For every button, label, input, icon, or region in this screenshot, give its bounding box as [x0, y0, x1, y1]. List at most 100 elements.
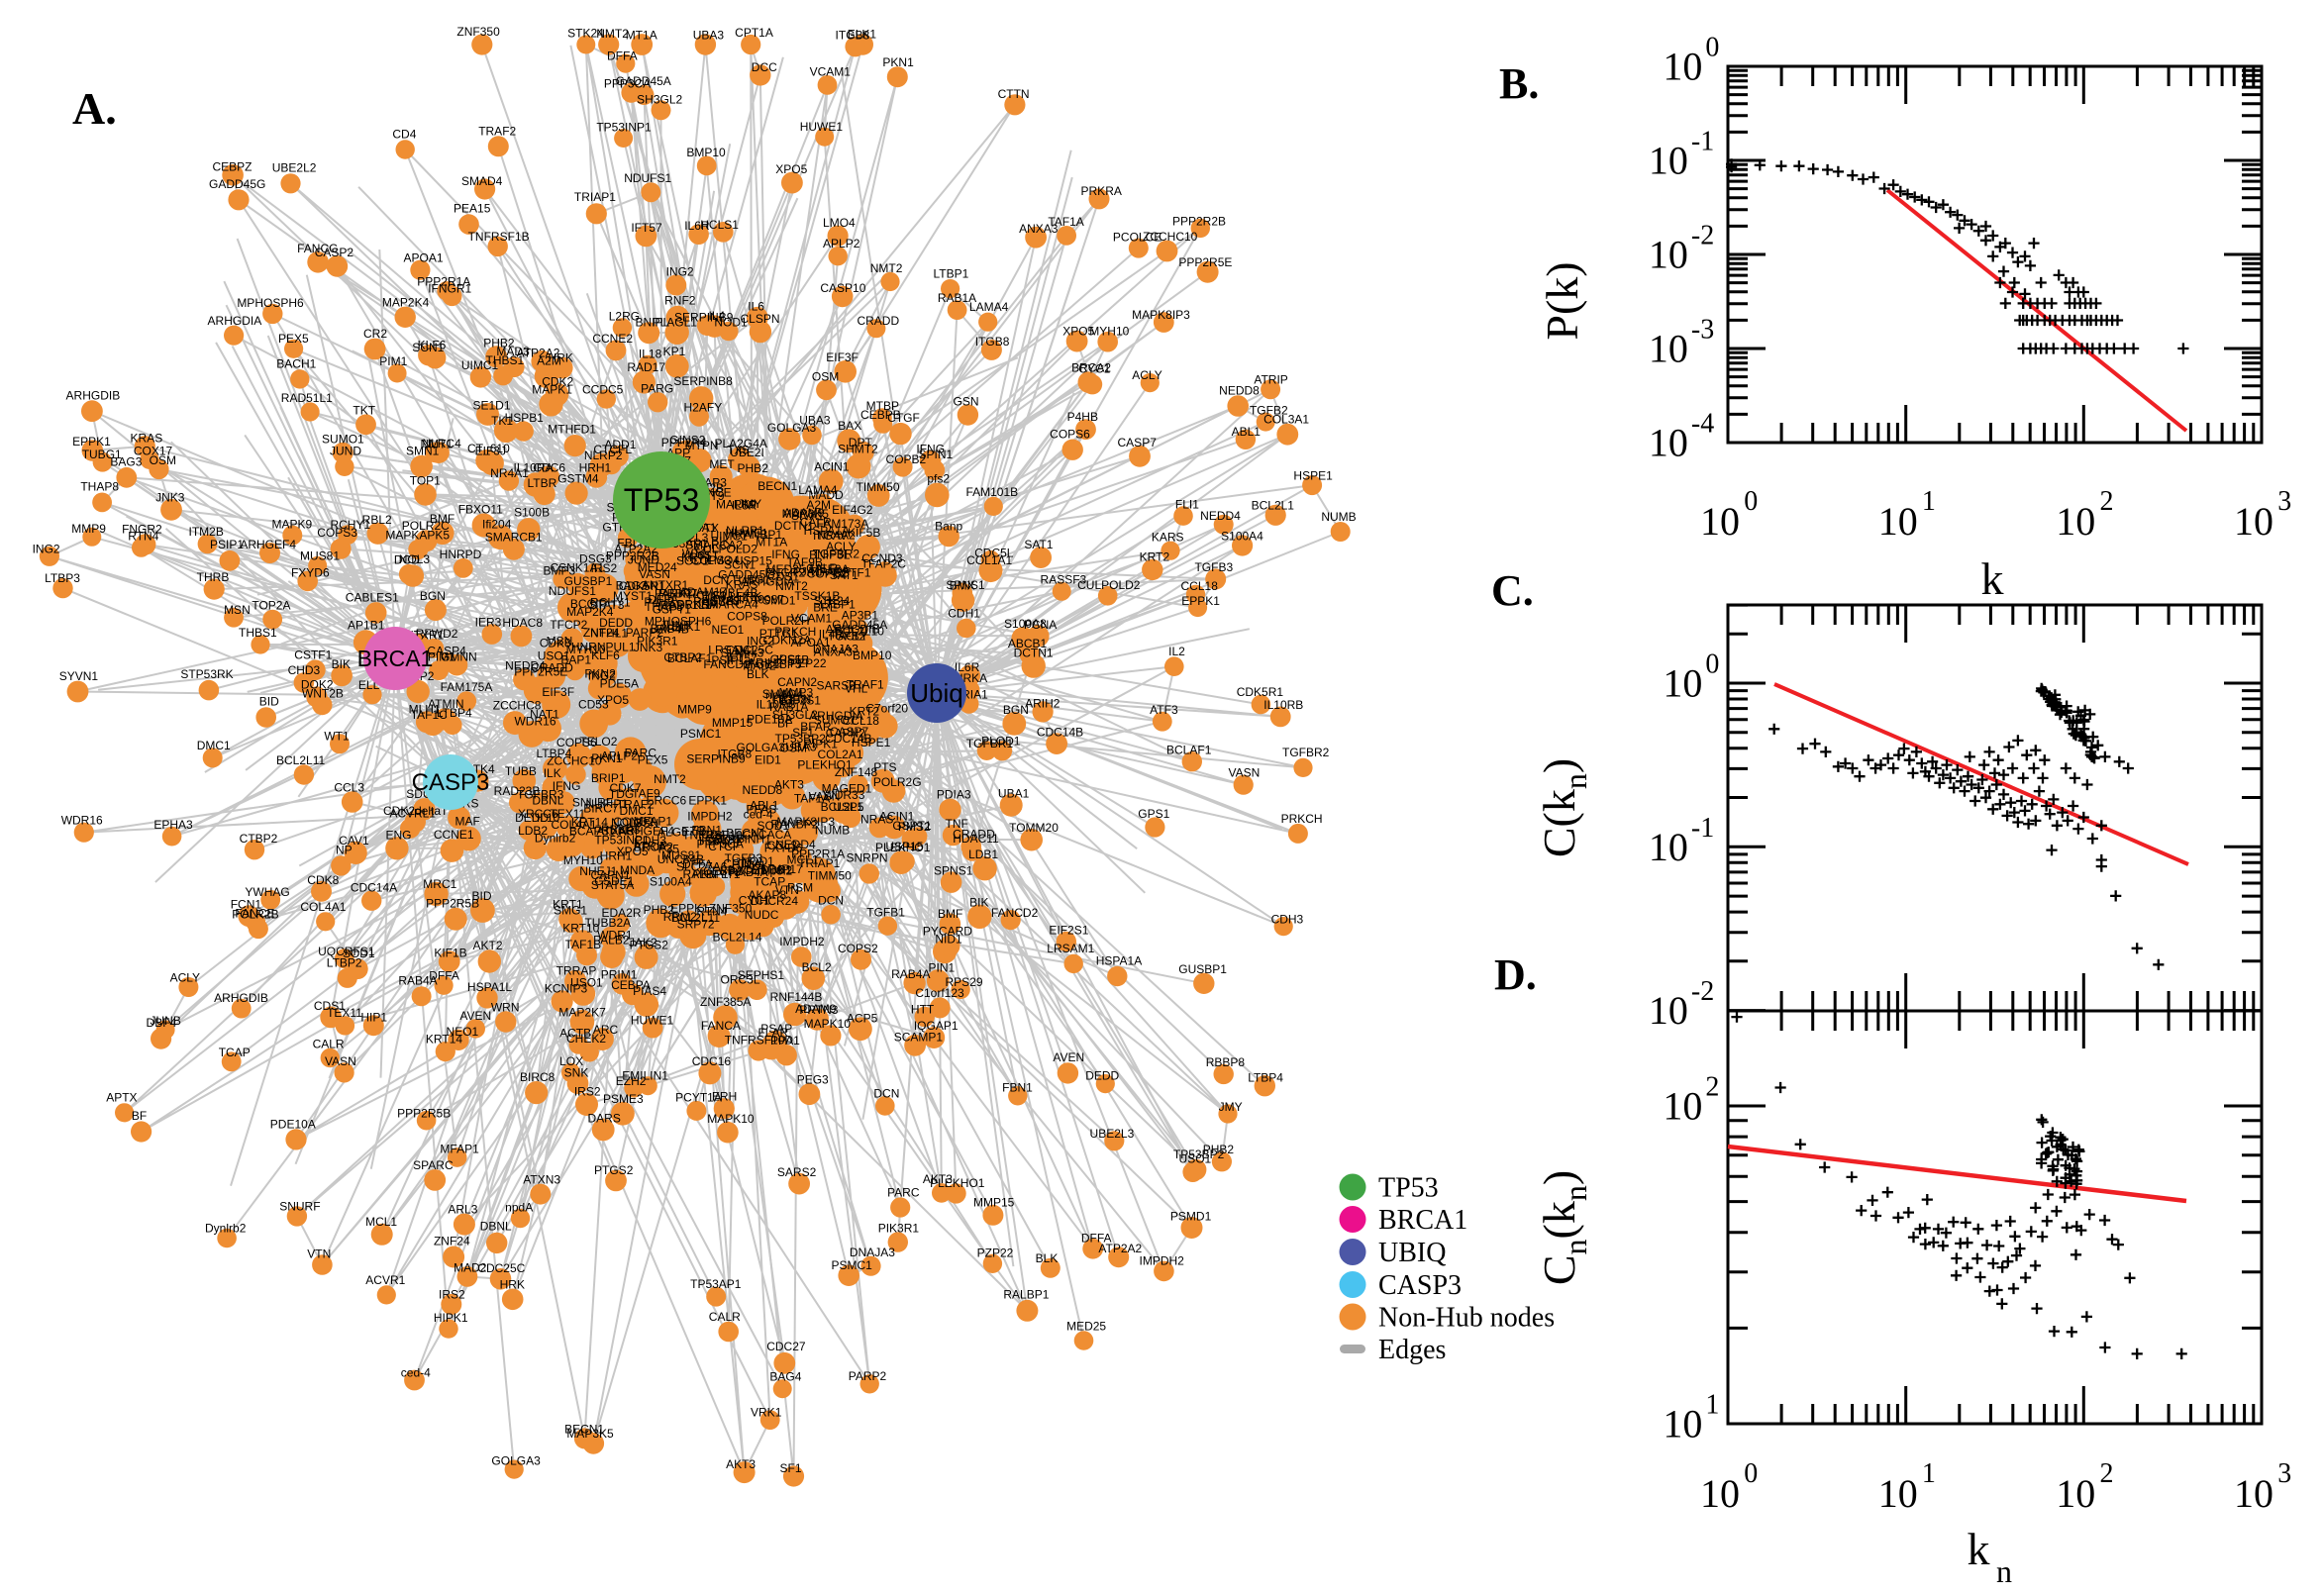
svg-text:MAPK10: MAPK10 [804, 1017, 852, 1031]
svg-text:KRT14: KRT14 [426, 1033, 462, 1047]
svg-text:TUBG1: TUBG1 [82, 448, 122, 461]
svg-text:SE1D1: SE1D1 [472, 398, 510, 412]
svg-text:DEDD: DEDD [515, 811, 549, 825]
svg-text:TGFB2: TGFB2 [1250, 403, 1288, 417]
svg-text:SPARC: SPARC [413, 1158, 454, 1172]
svg-text:IRS2: IRS2 [439, 1287, 465, 1301]
svg-text:MET: MET [709, 457, 735, 471]
svg-text:CDK5R1: CDK5R1 [1237, 685, 1284, 699]
svg-text:KRT1: KRT1 [681, 550, 712, 564]
svg-text:BCAP31: BCAP31 [569, 825, 615, 839]
svg-text:HRH1: HRH1 [579, 461, 612, 475]
svg-text:IFNGR1: IFNGR1 [428, 282, 471, 296]
svg-text:BLK: BLK [1036, 1251, 1059, 1265]
svg-text:COL4A1: COL4A1 [300, 900, 346, 914]
svg-text:NEO1: NEO1 [712, 623, 745, 637]
svg-text:IMPDH2: IMPDH2 [779, 935, 825, 948]
svg-text:CTBP2: CTBP2 [240, 832, 278, 846]
svg-text:SARS2: SARS2 [777, 1165, 817, 1179]
svg-text:PEX5: PEX5 [278, 332, 309, 346]
svg-text:STP53RK: STP53RK [180, 667, 233, 681]
svg-text:AKT3: AKT3 [726, 1457, 756, 1471]
svg-text:NEDD8: NEDD8 [743, 783, 783, 797]
svg-text:A2M: A2M [537, 354, 561, 368]
svg-text:TRIAP1: TRIAP1 [798, 856, 840, 870]
svg-text:pfs2: pfs2 [927, 471, 950, 485]
svg-text:BID: BID [259, 694, 279, 708]
svg-text:RASSF3: RASSF3 [693, 595, 740, 609]
svg-text:TGFB3: TGFB3 [1194, 560, 1233, 574]
svg-text:PEX5: PEX5 [638, 753, 668, 767]
svg-text:MAPK1: MAPK1 [532, 382, 572, 396]
svg-text:HSPE1: HSPE1 [1293, 468, 1333, 482]
svg-text:CASP4: CASP4 [427, 644, 466, 657]
svg-text:CDC16: CDC16 [692, 1054, 732, 1068]
svg-text:ATRIP: ATRIP [634, 840, 667, 853]
svg-text:RAD51L1: RAD51L1 [660, 598, 712, 612]
svg-text:JMY: JMY [1219, 1100, 1243, 1114]
svg-text:UBA1: UBA1 [998, 787, 1030, 801]
svg-text:AKT3: AKT3 [923, 1172, 953, 1186]
svg-text:CASP7: CASP7 [830, 725, 869, 739]
svg-text:CDH1: CDH1 [948, 607, 980, 621]
svg-text:10: 10 [1663, 661, 1702, 706]
svg-text:HIPK1: HIPK1 [434, 1311, 468, 1325]
svg-text:LTBP1: LTBP1 [934, 267, 969, 281]
svg-text:ELK1: ELK1 [848, 27, 877, 41]
svg-text:UBE2L2: UBE2L2 [272, 161, 317, 175]
svg-text:DNAJA3: DNAJA3 [850, 1246, 895, 1259]
svg-text:APLP2: APLP2 [601, 748, 639, 762]
svg-text:VCAM1: VCAM1 [791, 612, 833, 626]
svg-text:COL4A1: COL4A1 [551, 818, 596, 832]
svg-text:COL3A1: COL3A1 [1263, 412, 1309, 426]
svg-text:MAGED1: MAGED1 [822, 782, 872, 796]
svg-text:RCHY1: RCHY1 [590, 596, 631, 610]
svg-text:CCL18: CCL18 [1181, 579, 1219, 593]
svg-text:BACH1: BACH1 [728, 863, 767, 877]
svg-text:TFAP2C: TFAP2C [861, 556, 907, 570]
svg-text:DBF4: DBF4 [147, 1016, 177, 1030]
svg-text:SERPINB9: SERPINB9 [674, 311, 734, 325]
svg-text:SMARCB1: SMARCB1 [485, 530, 543, 544]
svg-text:HUWE1: HUWE1 [631, 1013, 674, 1027]
svg-text:ARHGDIB: ARHGDIB [66, 388, 121, 402]
svg-text:CSNK1A1: CSNK1A1 [550, 560, 604, 574]
svg-text:STAT5A: STAT5A [591, 878, 635, 892]
svg-text:PJA1: PJA1 [793, 565, 822, 579]
svg-text:ZCCHC10: ZCCHC10 [1143, 230, 1198, 244]
svg-text:BIK: BIK [332, 657, 351, 671]
svg-text:KRT14: KRT14 [571, 816, 608, 830]
svg-text:BAG3: BAG3 [110, 455, 142, 469]
svg-text:DBNL: DBNL [480, 1220, 512, 1234]
svg-text:ORC3L: ORC3L [720, 973, 759, 987]
svg-text:NOD1: NOD1 [742, 854, 775, 868]
svg-text:CD53: CD53 [578, 697, 609, 711]
svg-text:ING2: ING2 [588, 668, 616, 682]
svg-text:PPP2R5E: PPP2R5E [514, 665, 567, 679]
svg-text:WDR16: WDR16 [514, 714, 556, 728]
svg-text:RALBP1: RALBP1 [1003, 1288, 1049, 1302]
svg-text:MAPK9: MAPK9 [272, 518, 313, 532]
svg-text:BCLAF1: BCLAF1 [667, 651, 713, 665]
svg-text:LMO4: LMO4 [707, 553, 740, 567]
svg-text:BCL2L10: BCL2L10 [835, 624, 884, 638]
svg-text:BRCA2: BRCA2 [1071, 361, 1111, 375]
svg-text:RALBP1: RALBP1 [682, 867, 728, 881]
svg-text:THRB: THRB [197, 570, 230, 584]
svg-text:BAX: BAX [838, 419, 861, 433]
svg-text:UBA3: UBA3 [693, 28, 725, 42]
svg-text:PHB2: PHB2 [738, 461, 769, 475]
svg-text:EPPK1: EPPK1 [670, 901, 709, 915]
svg-text:EPPK1: EPPK1 [688, 793, 727, 807]
svg-text:TRIAP1: TRIAP1 [574, 190, 616, 204]
svg-text:DFFA: DFFA [648, 593, 678, 607]
svg-text:KRT2: KRT2 [1140, 550, 1170, 564]
svg-text:VTN: VTN [307, 1247, 331, 1261]
svg-text:ARL3: ARL3 [448, 1203, 477, 1217]
svg-text:10: 10 [1649, 139, 1688, 183]
svg-text:THBS1: THBS1 [486, 353, 525, 367]
svg-text:CCL18: CCL18 [843, 714, 880, 728]
svg-text:HRK: HRK [737, 589, 761, 603]
svg-text:FBN1: FBN1 [691, 824, 722, 838]
svg-text:LTBP1: LTBP1 [820, 597, 856, 611]
